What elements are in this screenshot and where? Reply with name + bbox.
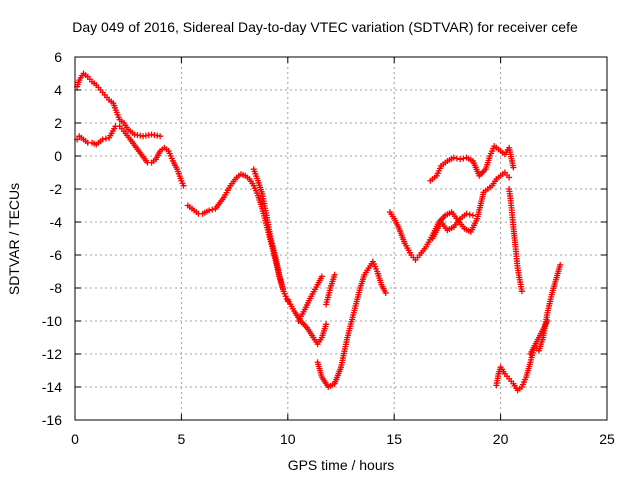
y-tick-label: -6 (50, 247, 63, 263)
data-point (99, 136, 106, 143)
data-point (466, 211, 473, 218)
x-tick-label: 5 (178, 431, 186, 447)
data-point (323, 321, 330, 328)
data-point (469, 212, 476, 219)
axis-ticks: 0 5 10 15 20 25 -16 -14 -12 -10 -8 -6 -4 -2 0 2 4 6 (42, 49, 615, 447)
y-tick-label: -14 (42, 379, 62, 395)
data-point (180, 182, 187, 189)
x-tick-label: 0 (71, 431, 79, 447)
data-point (209, 206, 216, 213)
data-point (510, 164, 517, 171)
data-point (557, 261, 564, 268)
y-axis-title: SDTVAR / TECUs (6, 183, 22, 295)
y-tick-label: -2 (50, 181, 63, 197)
data-point (457, 156, 464, 163)
data-point (460, 155, 467, 162)
y-tick-label: 6 (54, 49, 62, 65)
data-point (450, 154, 457, 161)
y-tick-label: -10 (42, 313, 62, 329)
x-tick-label: 20 (493, 431, 509, 447)
x-tick-label: 10 (280, 431, 296, 447)
y-tick-label: 2 (54, 115, 62, 131)
data-point (506, 174, 513, 181)
chart-title: Day 049 of 2016, Sidereal Day-to-day VTE… (72, 19, 578, 35)
y-tick-label: -16 (42, 412, 62, 428)
plot-frame (74, 56, 608, 421)
x-tick-label: 15 (386, 431, 402, 447)
data-point (518, 288, 525, 295)
y-tick-label: 0 (54, 148, 62, 164)
data-point (453, 155, 460, 162)
data-point (280, 288, 287, 295)
data-point (157, 133, 164, 140)
y-tick-label: 4 (54, 82, 62, 98)
data-point (463, 210, 470, 217)
y-tick-label: -8 (50, 280, 63, 296)
data-point (331, 271, 338, 278)
y-tick-label: -4 (50, 214, 63, 230)
data-point (382, 289, 389, 296)
data-point (544, 318, 551, 324)
data-markers (74, 70, 564, 394)
data-point (318, 273, 325, 280)
data-point (102, 135, 109, 142)
data-point (206, 207, 213, 214)
x-axis-title: GPS time / hours (288, 457, 395, 473)
y-tick-label: -12 (42, 346, 62, 362)
x-tick-label: 25 (599, 431, 615, 447)
